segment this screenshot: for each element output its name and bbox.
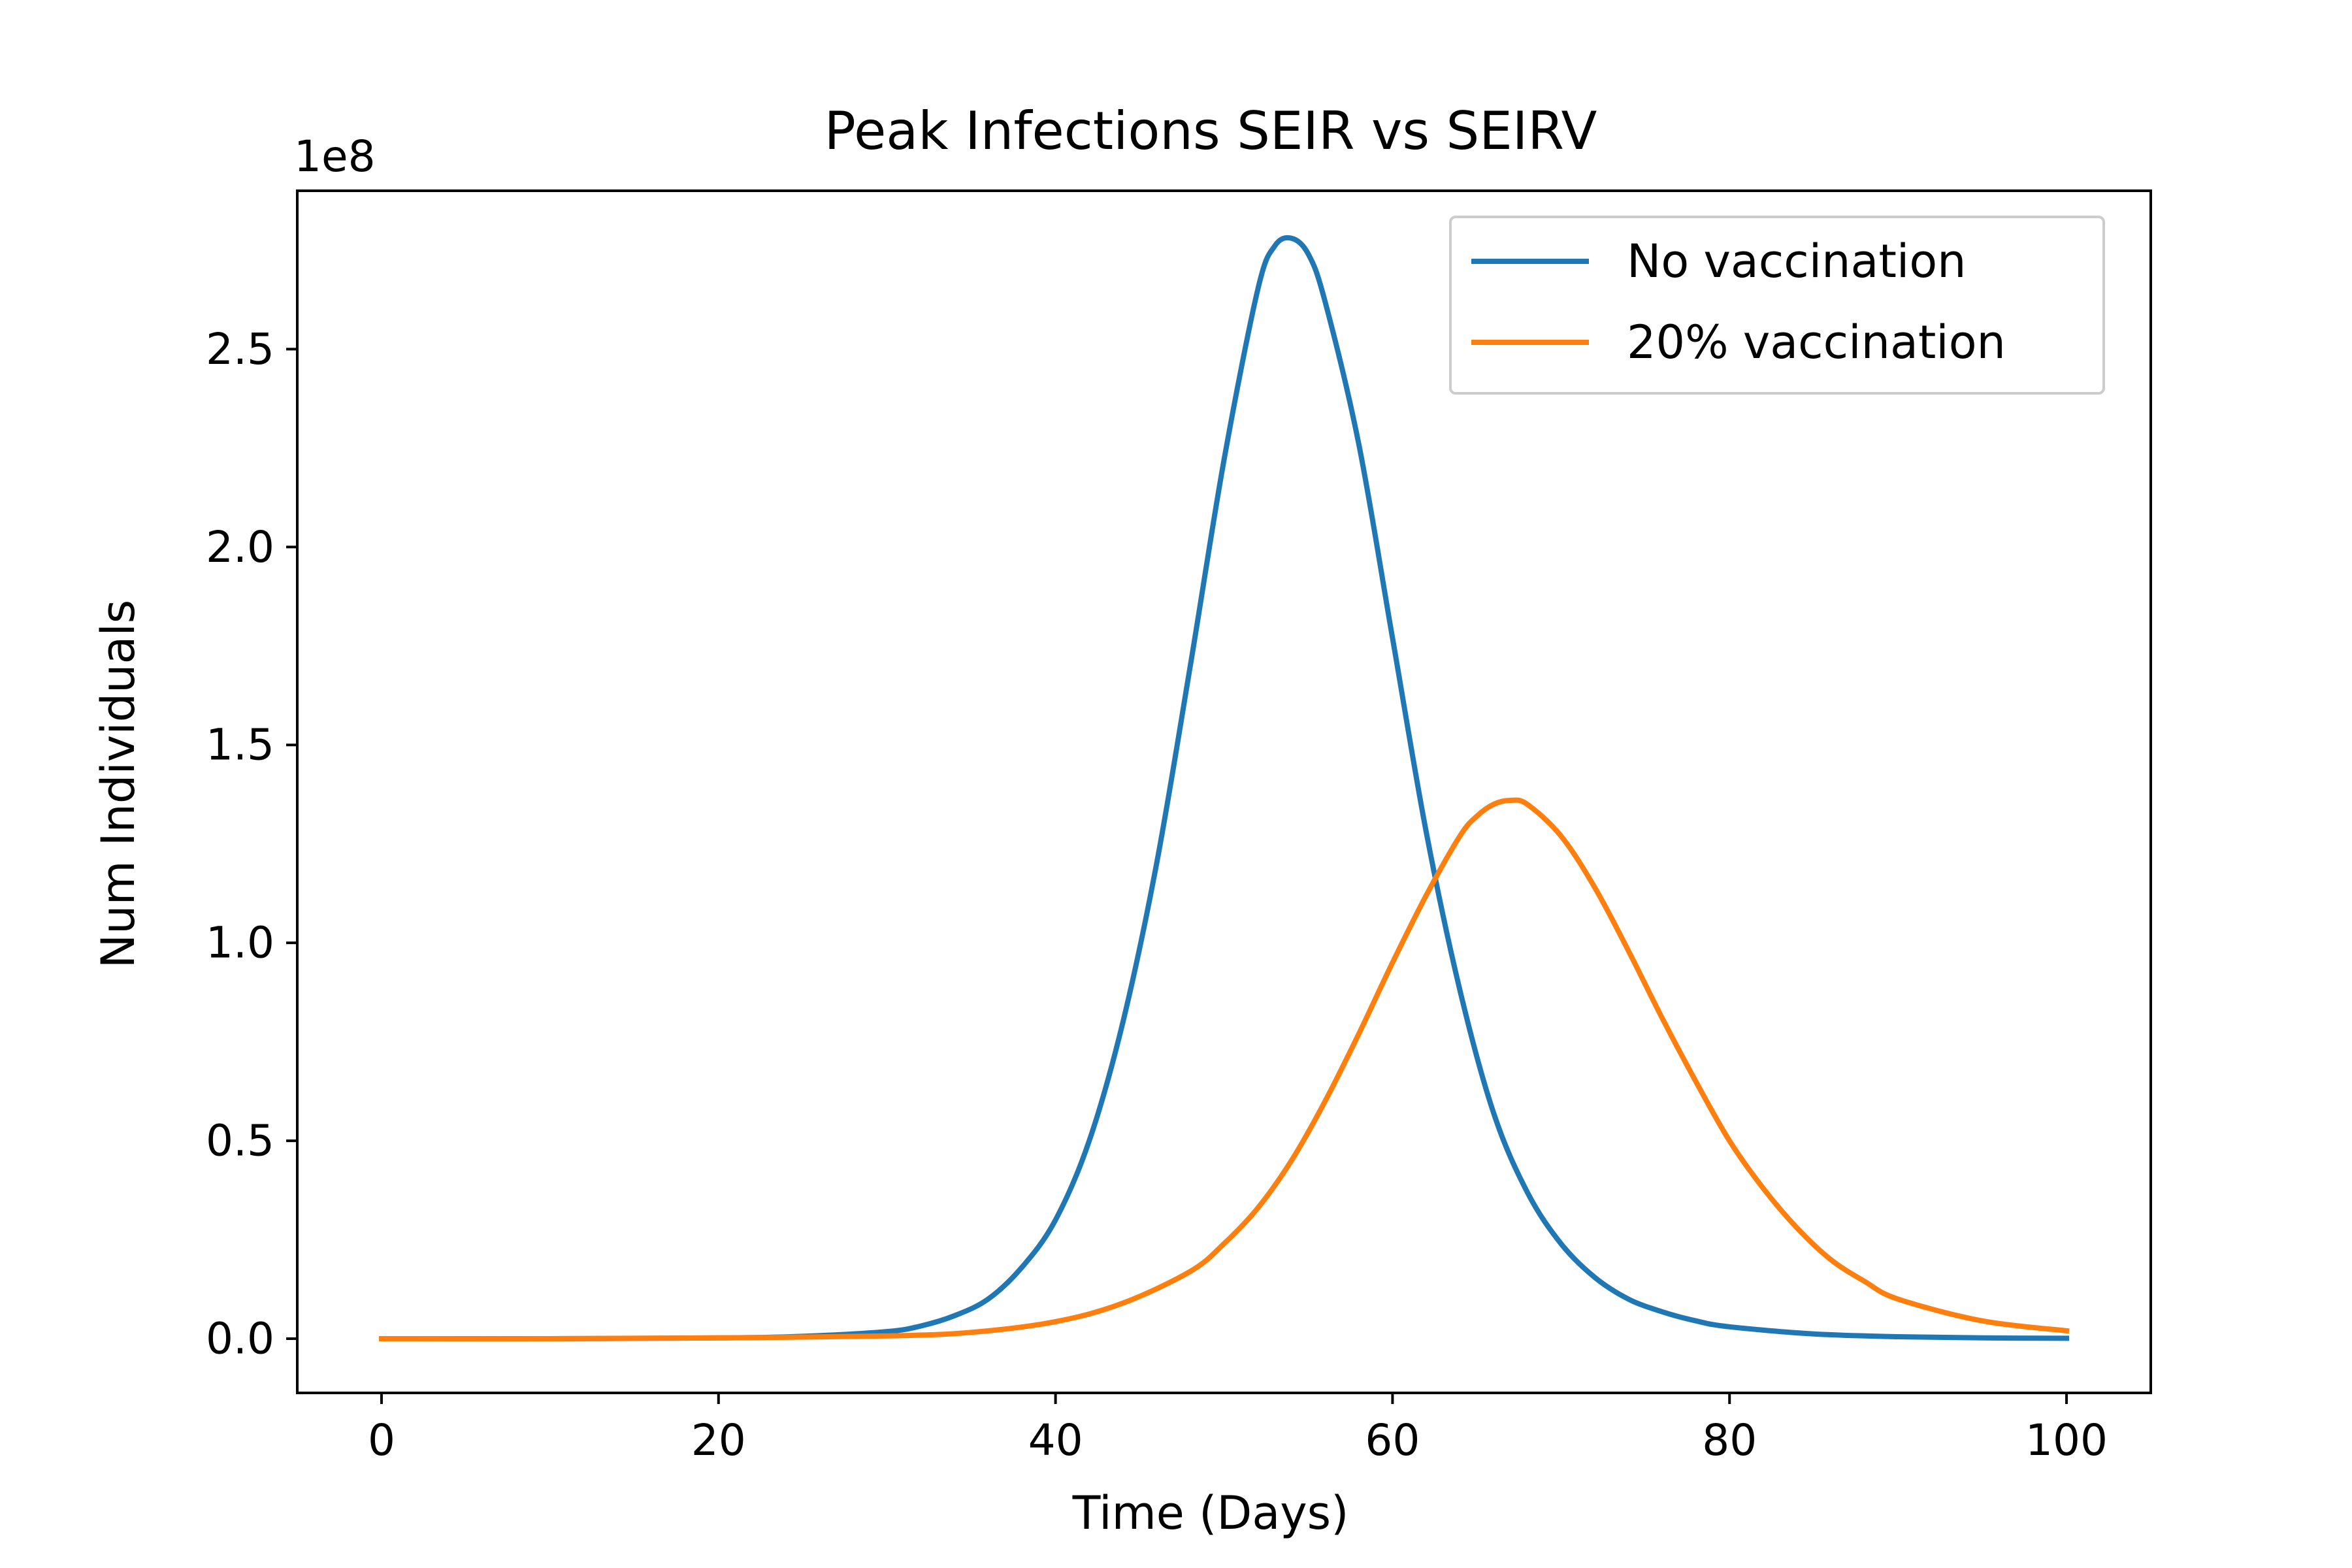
series-20-vaccination	[378, 797, 2070, 1342]
data-point	[2066, 1338, 2067, 1339]
series-line-no-vaccination	[378, 235, 2070, 1342]
data-point	[1729, 1326, 1730, 1327]
data-point	[1392, 962, 1393, 963]
data-point	[549, 1338, 550, 1339]
data-point	[1662, 1311, 1663, 1312]
x-tick-label: 60	[1365, 1415, 1420, 1465]
data-point	[718, 1337, 719, 1338]
x-axis-label: Time (Days)	[1072, 1486, 1349, 1540]
x-tick-label: 100	[2025, 1415, 2108, 1465]
y-tick-label: 2.0	[206, 522, 274, 572]
data-point	[1325, 301, 1326, 302]
legend-label-no-vaccination: No vaccination	[1627, 235, 1967, 288]
data-point	[1594, 1277, 1595, 1278]
y-tick-label: 0.5	[206, 1116, 274, 1166]
data-point	[1982, 1337, 1983, 1338]
data-point	[1594, 887, 1595, 888]
legend-label-20-vaccination: 20% vaccination	[1627, 316, 2006, 369]
data-point	[1325, 1101, 1326, 1102]
data-point	[1055, 1321, 1056, 1322]
data-point	[1982, 1320, 1983, 1321]
data-point	[1830, 1259, 1831, 1260]
data-point	[1662, 1018, 1663, 1019]
axes-frame	[296, 189, 2152, 1394]
y-tick-label: 0.0	[206, 1313, 274, 1364]
data-point	[2066, 1330, 2067, 1331]
data-point	[1308, 253, 1309, 254]
data-point	[1695, 1081, 1696, 1082]
data-point	[1510, 800, 1511, 801]
y-tick-label: 2.5	[206, 324, 274, 374]
x-tick-label: 20	[691, 1415, 746, 1465]
series-no-vaccination	[378, 235, 2070, 1342]
plot-area	[378, 235, 2070, 1342]
data-point	[1291, 1160, 1292, 1161]
legend-box	[1449, 216, 2105, 395]
x-tick-label: 40	[1028, 1415, 1083, 1465]
legend: No vaccination 20% vaccination	[1449, 216, 2105, 395]
data-point	[1864, 1281, 1865, 1282]
chart-title: Peak Infections SEIR vs SEIRV	[825, 101, 1597, 161]
y-offset-label: 1e8	[294, 131, 376, 182]
series-line-20-vaccination	[378, 797, 2070, 1342]
data-point	[1695, 1320, 1696, 1321]
data-point	[1898, 1336, 1899, 1337]
data-point	[971, 1332, 972, 1333]
y-axis-label: Num Individuals	[91, 600, 145, 969]
y-tick-label: 1.0	[206, 918, 274, 968]
x-tick-label: 0	[368, 1415, 395, 1465]
y-tick-label: 1.5	[206, 720, 274, 770]
data-point	[1156, 863, 1157, 864]
x-tick-label: 80	[1702, 1415, 1757, 1465]
axis-ticks: 0 20 40 60 80 100 0.0 0.5 1.0 1.5 2.0 2.5	[206, 324, 2108, 1465]
data-point	[954, 1315, 955, 1316]
data-point	[381, 1338, 382, 1339]
